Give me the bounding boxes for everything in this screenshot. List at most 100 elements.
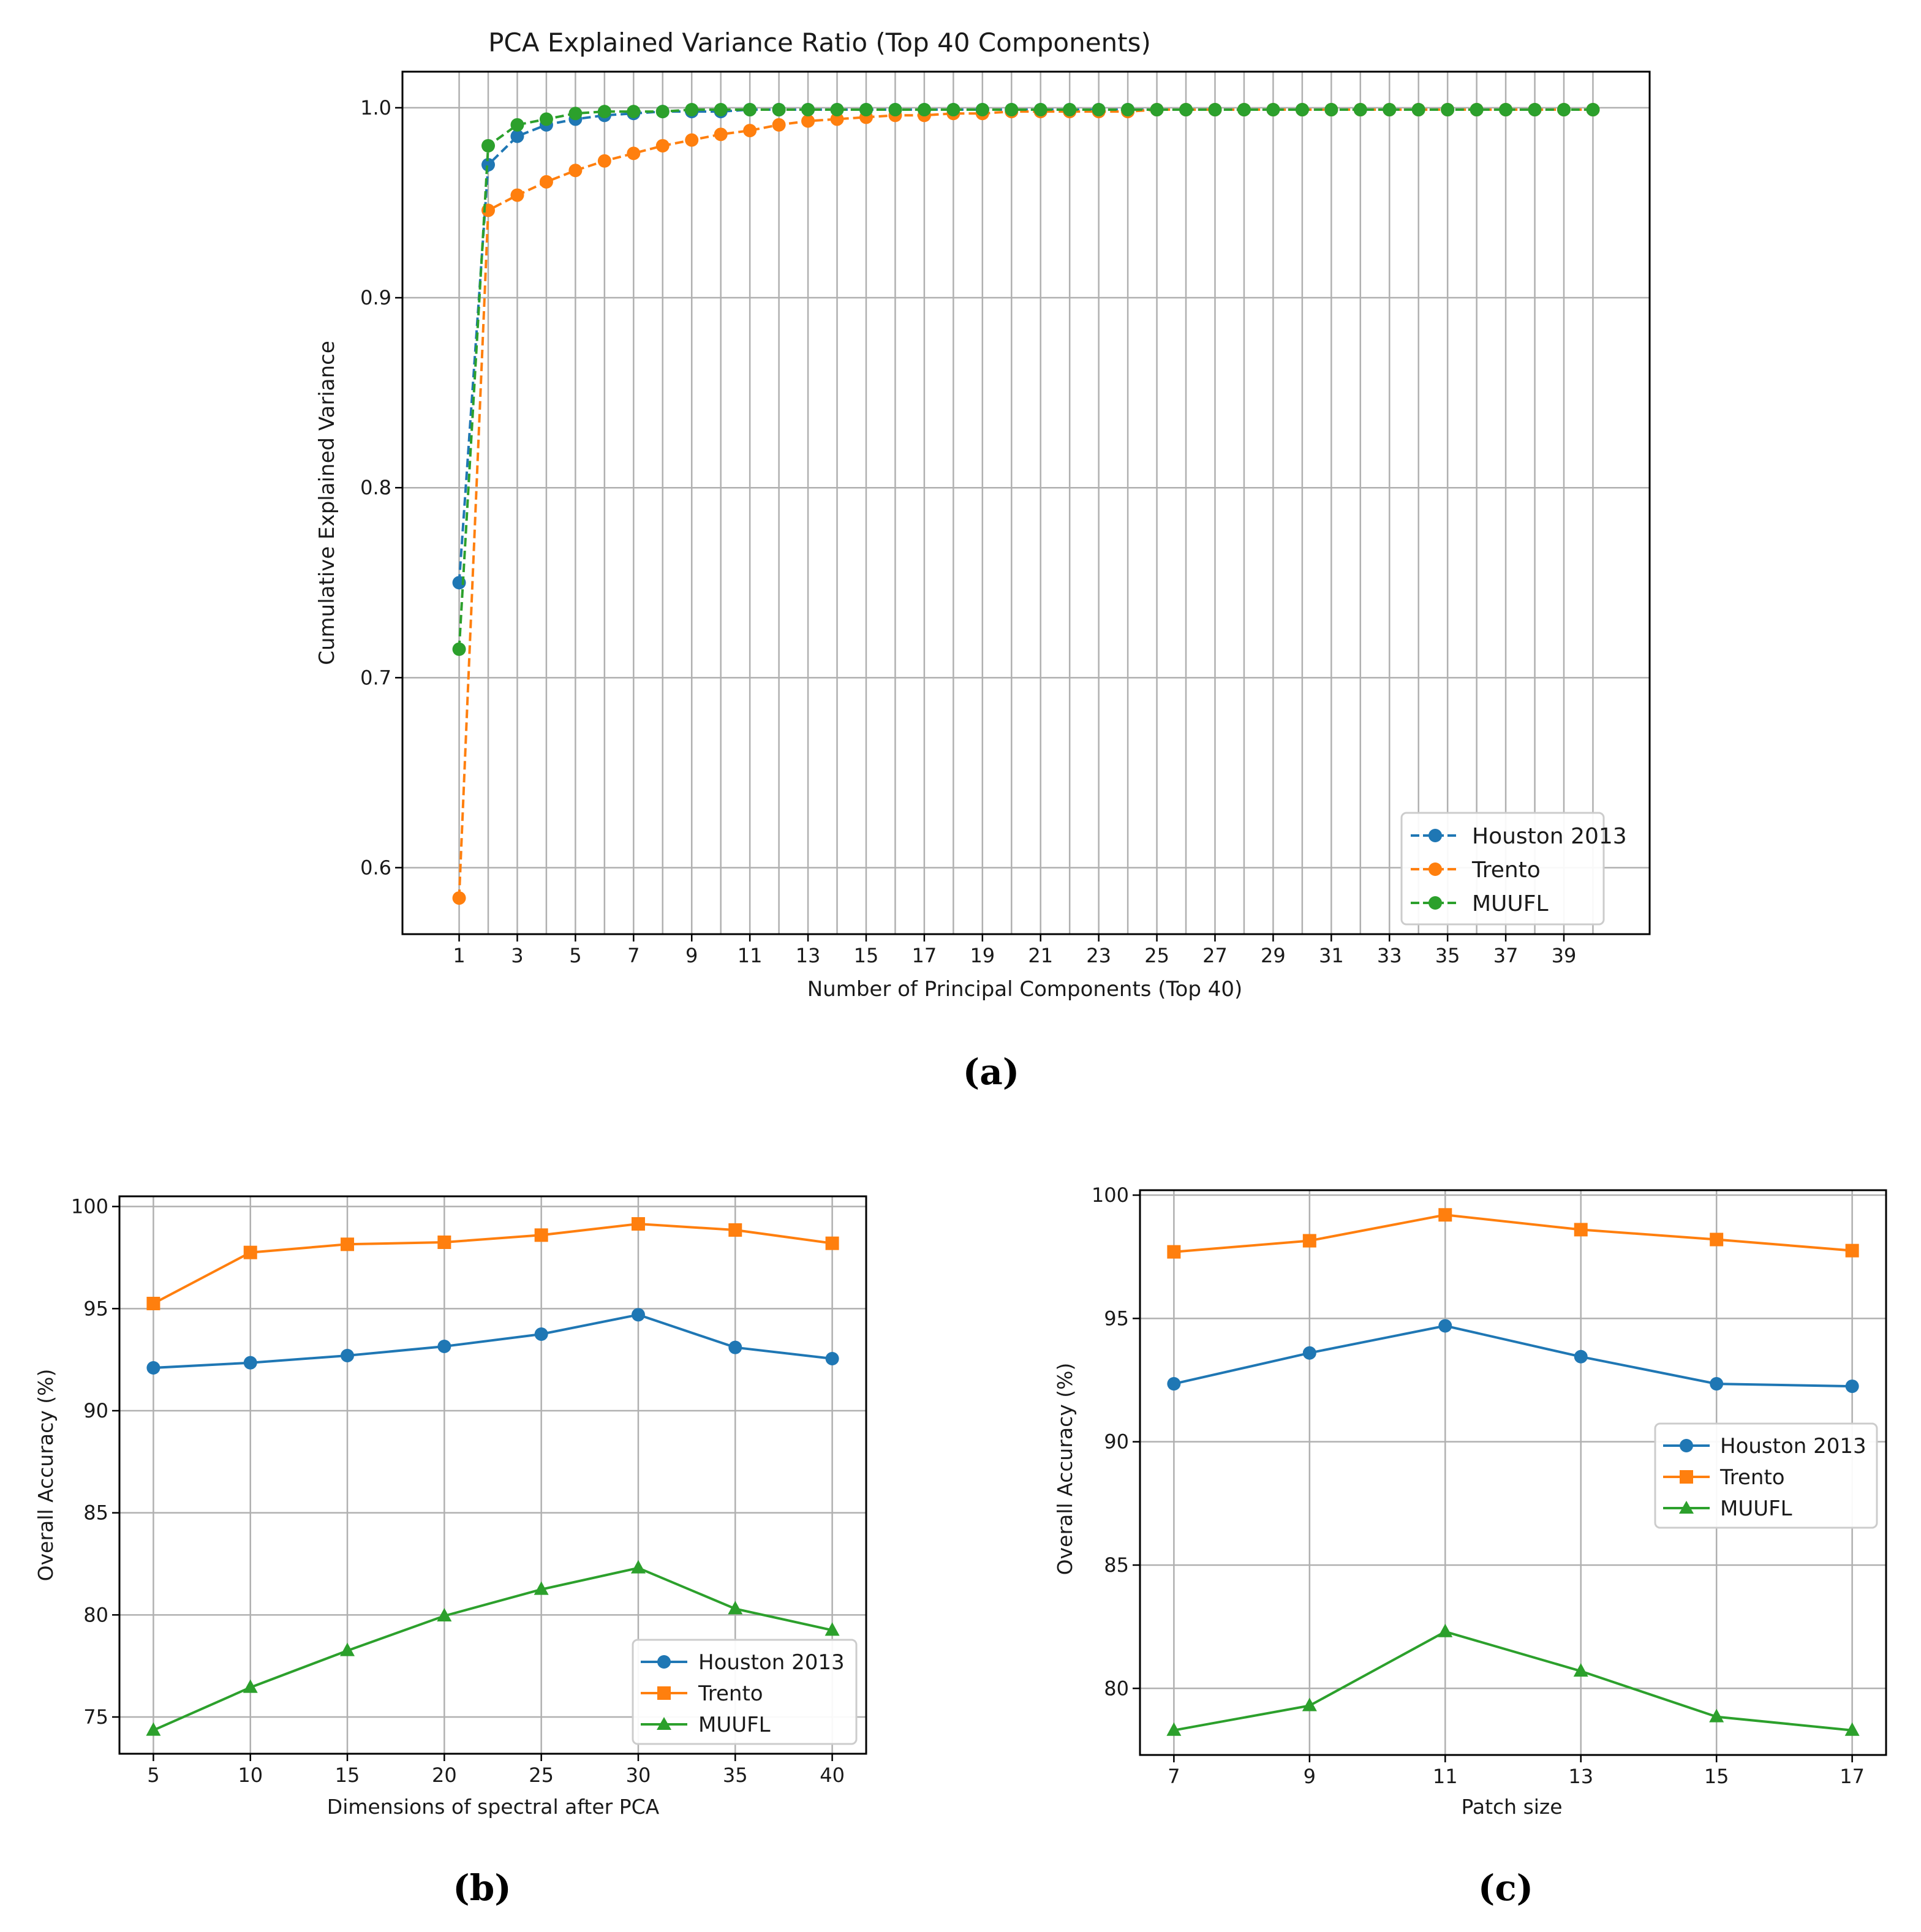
chart-b-x-tick-label: 25 [529,1764,554,1787]
chart-a-x-tick-label: 29 [1261,944,1286,967]
chart-b-legend-houston-label: Houston 2013 [698,1650,845,1675]
chart-a-point-houston-2013 [481,157,496,172]
chart-b-x-tick-label: 20 [432,1764,457,1787]
chart-c-x-tick-label: 7 [1168,1765,1180,1788]
chart-b-legend-houston-marker [657,1655,671,1669]
chart-a-point-trento [627,146,641,160]
chart-a-point-trento [539,175,553,189]
chart-a-point-muufl [1033,103,1047,117]
panel-b: 5 10 15 20 25 30 35 40 75 80 85 90 95 100 Dimensions… [34,1195,867,1909]
chart-a-point-trento [743,124,757,138]
chart-a-point-muufl [714,103,728,117]
chart-a-x-tick-label: 21 [1028,944,1053,967]
chart-a-point-muufl [685,103,699,117]
chart-a-point-trento [685,133,699,147]
chart-a-x-tick-label: 11 [738,944,763,967]
chart-b-point-houston-2013 [825,1352,839,1365]
chart-a-point-muufl [1237,103,1251,117]
chart-a-point-muufl [859,103,873,117]
chart-c-legend-trento-marker [1680,1470,1693,1484]
chart-b-x-tick-label: 35 [723,1764,748,1787]
chart-a-x-tick-label: 19 [970,944,995,967]
chart-a-point-muufl [1092,103,1106,117]
chart-a-legend-muufl-label: MUUFL [1472,891,1549,916]
chart-a-point-muufl [510,118,524,132]
chart-c-legend-box [1654,1422,1878,1529]
chart-b-series [146,1217,840,1736]
chart-b-point-houston-2013 [243,1356,257,1370]
chart-a-point-muufl [1063,103,1077,117]
chart-b-point-muufl [728,1601,743,1615]
chart-a-y-ticks: 0.6 0.7 0.8 0.9 1.0 [360,96,402,879]
chart-a-x-tick-label: 17 [912,944,937,967]
chart-a-point-muufl [743,103,757,117]
chart-c-point-houston-2013 [1574,1349,1588,1364]
chart-a-x-tick-label: 37 [1493,944,1519,967]
chart-b-point-houston-2013 [341,1349,355,1362]
chart-b-y-tick-label: 75 [83,1705,108,1729]
chart-a-point-muufl [1208,103,1222,117]
chart-a-x-tick-label: 31 [1319,944,1344,967]
chart-a-point-muufl [1005,103,1019,117]
chart-a-legend: Houston 2013 Trento MUUFL [1400,812,1627,926]
chart-a-y-axis-label: Cumulative Explained Variance [315,341,339,665]
chart-a-point-trento [801,114,815,128]
chart-c-point-trento [1710,1232,1724,1247]
panel-c: 7 9 11 13 15 17 80 85 90 95 100 Patch size Overal… [1053,1183,1887,1909]
chart-a-x-ticks: 1 3 5 7 9 11 13 15 17 19 21 23 25 27 29 31 33 35 37 39 [453,934,1576,967]
chart-b-x-tick-label: 15 [335,1764,360,1787]
chart-a-point-muufl [1383,103,1397,117]
chart-b-x-ticks: 5 10 15 20 25 30 35 40 [147,1754,845,1787]
chart-a-point-muufl [975,103,989,117]
chart-a-y-tick-label: 0.6 [360,856,391,879]
chart-c-y-tick-label: 95 [1104,1307,1129,1330]
chart-c-point-muufl [1844,1722,1860,1736]
chart-b-point-trento [146,1297,160,1310]
chart-a-point-muufl [1266,103,1280,117]
chart-a-point-muufl [801,103,815,117]
chart-a-y-tick-label: 0.8 [360,476,391,499]
chart-a-gridlines [402,72,1650,934]
chart-a-x-tick-label: 23 [1086,944,1111,967]
chart-b-point-muufl [630,1560,646,1574]
chart-a-point-muufl [1295,103,1309,117]
chart-a-point-muufl [1499,103,1513,117]
chart-b-legend-box [632,1639,858,1745]
chart-b-point-houston-2013 [437,1340,451,1353]
chart-a-legend-houston-label: Houston 2013 [1472,824,1627,849]
chart-a-x-tick-label: 15 [854,944,879,967]
chart-a-legend-houston-marker [1428,829,1442,842]
chart-a-point-muufl [1470,103,1484,117]
chart-a-series-trento-line [458,108,1593,899]
chart-b-y-tick-label: 90 [83,1399,108,1422]
chart-c-point-trento [1574,1223,1588,1237]
chart-b-point-trento [437,1236,451,1249]
chart-b-point-houston-2013 [146,1361,160,1375]
chart-b-point-trento [534,1228,548,1242]
chart-c-y-ticks: 80 85 90 95 100 [1092,1183,1140,1700]
chart-a-point-muufl [568,107,583,121]
chart-a-point-muufl [1150,103,1164,117]
chart-a-point-muufl [481,138,496,153]
chart-b-x-tick-label: 10 [238,1764,263,1787]
chart-c-legend-muufl-label: MUUFL [1720,1496,1792,1521]
chart-a-point-muufl [888,103,902,117]
chart-b-x-tick-label: 5 [147,1764,159,1787]
chart-b-y-ticks: 75 80 85 90 95 100 [71,1195,119,1729]
chart-c-point-muufl [1166,1722,1182,1736]
chart-b-y-tick-label: 95 [83,1297,108,1320]
chart-b-point-houston-2013 [728,1340,742,1354]
chart-c-x-tick-label: 17 [1840,1765,1865,1788]
chart-b-series-trento-line [153,1222,832,1305]
chart-a-point-muufl [830,103,844,117]
chart-b-point-houston-2013 [631,1308,645,1322]
chart-c-point-houston-2013 [1438,1319,1452,1333]
chart-c-legend-houston-label: Houston 2013 [1720,1434,1866,1458]
chart-a-point-muufl [627,105,641,119]
chart-c-y-axis-label: Overall Accuracy (%) [1053,1363,1077,1575]
chart-c-point-houston-2013 [1845,1379,1859,1394]
chart-b-point-muufl [146,1722,161,1736]
panel-a: PCA Explained Variance Ratio (Top 40 Com… [315,28,1651,1093]
chart-b-legend-trento-marker [657,1686,671,1700]
